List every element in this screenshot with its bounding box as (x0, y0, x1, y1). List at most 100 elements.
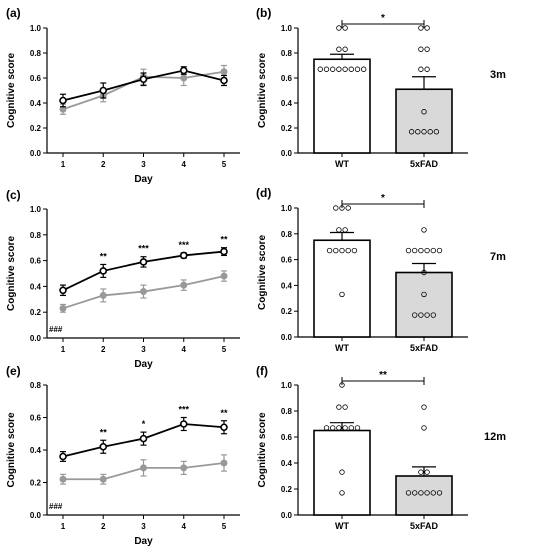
individual-point (354, 425, 361, 431)
y-tick-label: 0.8 (30, 231, 42, 240)
bar-group (313, 382, 371, 516)
individual-point (361, 66, 367, 72)
data-point (99, 442, 108, 451)
individual-point (342, 46, 348, 52)
y-tick-label: 0.2 (281, 124, 293, 133)
y-tick-label: 0.0 (30, 511, 42, 520)
individual-point (326, 247, 333, 254)
x-category-label: 5xFAD (410, 521, 439, 531)
bar-panel-b: (b) 0.0 0.2 0.4 0.6 0.8 1.0 Cognitive score 3m WT… (256, 6, 506, 169)
y-tick-label: 0.2 (30, 124, 42, 133)
individual-point (345, 247, 351, 254)
individual-point (342, 66, 348, 72)
y-tick-label: 1.0 (281, 381, 293, 390)
individual-point (430, 247, 436, 254)
individual-point (424, 490, 430, 496)
individual-point (412, 247, 418, 254)
individual-point (342, 425, 348, 431)
bar-panel-f: (f) 0.0 0.2 0.4 0.6 0.8 1.0 Cognitive score 12m W… (256, 364, 506, 531)
y-tick-label: 0.4 (30, 446, 42, 455)
significance-annotation: ** (100, 427, 108, 437)
significance-annotation: * (142, 419, 146, 429)
y-tick-label: 1.0 (30, 24, 42, 33)
individual-point (333, 247, 339, 254)
data-point (99, 86, 108, 95)
individual-point (405, 490, 412, 496)
series-1 (59, 416, 228, 462)
data-point (220, 68, 228, 76)
y-tick-label: 0.6 (281, 433, 293, 442)
y-tick-label: 0.8 (281, 49, 293, 58)
x-tick-label: 5 (222, 160, 227, 169)
individual-point (421, 291, 427, 298)
y-tick-label: 0.2 (30, 479, 42, 488)
x-axis-label: Day (134, 536, 153, 547)
data-point (220, 423, 228, 432)
age-label: 3m (490, 69, 506, 81)
panel-label: (e) (6, 364, 21, 378)
significance-annotation: ** (100, 251, 108, 261)
data-point (179, 420, 188, 428)
bar (395, 271, 453, 338)
individual-point (424, 25, 430, 31)
individual-point (336, 66, 342, 72)
data-point (59, 304, 67, 312)
significance-annotation: * (381, 13, 385, 24)
data-point (139, 75, 148, 84)
individual-point (421, 109, 427, 115)
individual-point (336, 227, 342, 233)
individual-point (427, 129, 433, 135)
panel-label: (c) (6, 188, 21, 202)
significance-annotation: *** (178, 240, 189, 250)
individual-point (421, 129, 427, 135)
data-point (140, 288, 147, 296)
y-tick-label: 0.6 (281, 74, 293, 83)
y-tick-label: 1.0 (281, 204, 293, 213)
data-point (220, 459, 228, 467)
individual-point (421, 404, 427, 410)
y-tick-label: 0.8 (281, 407, 293, 416)
y-tick-label: 0.2 (281, 485, 293, 494)
individual-point (430, 312, 436, 318)
individual-point (433, 129, 440, 135)
individual-point (339, 469, 345, 475)
x-category-label: WT (335, 521, 349, 531)
age-label: 12m (484, 431, 506, 443)
y-tick-label: 0.8 (281, 230, 293, 239)
data-point (99, 267, 108, 275)
y-axis-label: Cognitive score (257, 53, 268, 128)
age-label: 7m (490, 251, 506, 263)
y-axis-label: Cognitive score (257, 235, 268, 310)
data-point (99, 475, 107, 483)
data-point (140, 464, 147, 472)
individual-point (421, 425, 427, 431)
individual-point (418, 312, 424, 318)
data-point (220, 247, 228, 256)
data-point (179, 251, 188, 260)
individual-point (342, 25, 348, 31)
data-point (59, 286, 67, 295)
individual-point (430, 490, 436, 496)
individual-point (330, 66, 336, 72)
y-tick-label: 0.8 (30, 381, 42, 390)
x-tick-label: 3 (141, 522, 146, 531)
individual-point (336, 404, 342, 410)
series-1 (59, 66, 228, 108)
x-tick-label: 5 (222, 522, 227, 531)
x-tick-label: 3 (141, 345, 146, 354)
individual-point (323, 66, 330, 72)
bar-group (313, 25, 371, 154)
data-point (220, 272, 228, 280)
significance-annotation: * (381, 193, 385, 204)
individual-point (330, 425, 336, 431)
individual-point (339, 291, 345, 298)
y-axis-label: Cognitive score (6, 412, 17, 487)
panel-label: (d) (256, 186, 271, 200)
individual-point (336, 25, 342, 31)
x-category-label: 5xFAD (410, 159, 439, 169)
x-tick-label: 2 (101, 345, 106, 354)
y-tick-label: 1.0 (281, 24, 293, 33)
x-tick-label: 2 (101, 522, 106, 531)
y-tick-label: 0.4 (281, 459, 293, 468)
x-tick-label: 4 (182, 160, 187, 169)
